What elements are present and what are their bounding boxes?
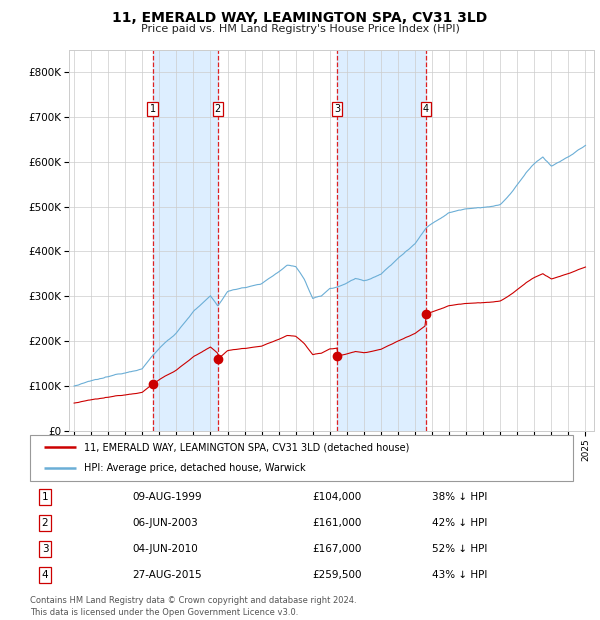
Text: £259,500: £259,500 (312, 570, 361, 580)
Text: 43% ↓ HPI: 43% ↓ HPI (432, 570, 487, 580)
Text: Price paid vs. HM Land Registry's House Price Index (HPI): Price paid vs. HM Land Registry's House … (140, 24, 460, 33)
Text: 42% ↓ HPI: 42% ↓ HPI (432, 518, 487, 528)
Text: £104,000: £104,000 (312, 492, 361, 502)
Text: 3: 3 (334, 104, 340, 113)
Text: 3: 3 (41, 544, 49, 554)
Text: 09-AUG-1999: 09-AUG-1999 (132, 492, 202, 502)
Text: 11, EMERALD WAY, LEAMINGTON SPA, CV31 3LD: 11, EMERALD WAY, LEAMINGTON SPA, CV31 3L… (112, 11, 488, 25)
Text: 4: 4 (41, 570, 49, 580)
Text: 4: 4 (423, 104, 429, 113)
FancyBboxPatch shape (30, 435, 573, 480)
Text: 1: 1 (149, 104, 155, 113)
Text: 38% ↓ HPI: 38% ↓ HPI (432, 492, 487, 502)
Bar (337, 50, 426, 431)
Text: £161,000: £161,000 (312, 518, 361, 528)
Text: 2: 2 (41, 518, 49, 528)
Text: 27-AUG-2015: 27-AUG-2015 (132, 570, 202, 580)
Text: 1: 1 (41, 492, 49, 502)
Text: 06-JUN-2003: 06-JUN-2003 (132, 518, 198, 528)
Text: 52% ↓ HPI: 52% ↓ HPI (432, 544, 487, 554)
Text: 2: 2 (215, 104, 221, 113)
Text: 11, EMERALD WAY, LEAMINGTON SPA, CV31 3LD (detached house): 11, EMERALD WAY, LEAMINGTON SPA, CV31 3L… (85, 443, 410, 453)
Bar (152, 50, 218, 431)
Text: £167,000: £167,000 (312, 544, 361, 554)
Text: Contains HM Land Registry data © Crown copyright and database right 2024.
This d: Contains HM Land Registry data © Crown c… (30, 596, 356, 617)
Text: 04-JUN-2010: 04-JUN-2010 (132, 544, 198, 554)
Text: HPI: Average price, detached house, Warwick: HPI: Average price, detached house, Warw… (85, 463, 306, 473)
